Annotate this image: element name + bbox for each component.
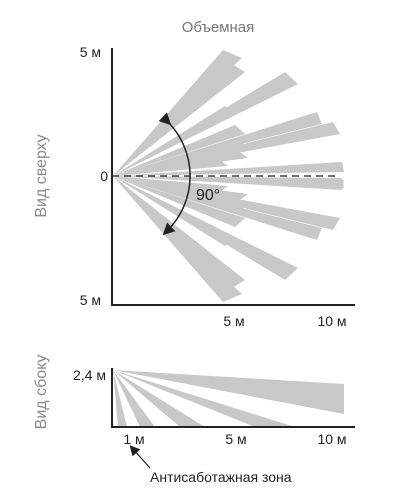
side-x-tick-5: 5 м	[225, 431, 246, 447]
side-beam-5	[113, 370, 127, 427]
beam-upper-9	[113, 140, 248, 176]
side-beam-3	[113, 370, 205, 427]
side-x-tick-10: 10 м	[317, 431, 346, 447]
side-beam-1	[113, 370, 344, 414]
side-beam-2	[113, 370, 295, 427]
top-x-tick-10: 10 м	[317, 313, 346, 329]
diagram-title: Объемная	[182, 19, 255, 36]
top-y-label-bottom: 5 м	[80, 292, 101, 308]
side-view-label: Вид сбоку	[33, 355, 50, 430]
beam-lower-8	[113, 176, 245, 227]
side-x-tick-1: 1 м	[123, 431, 144, 447]
anti-tamper-arrow	[129, 445, 151, 469]
angle-arc	[158, 112, 191, 236]
beam-upper-8	[113, 125, 245, 176]
top-x-tick-5: 5 м	[223, 313, 244, 329]
angle-label: 90°	[196, 187, 220, 204]
beam-lower-9	[113, 176, 248, 212]
beam-upper-10	[113, 152, 248, 176]
side-height-label: 2,4 м	[73, 367, 106, 383]
side-beam-4	[113, 370, 155, 427]
anti-tamper-label: Антисаботажная зона	[150, 469, 292, 485]
top-view-label: Вид сверху	[33, 134, 50, 217]
top-y-label-top: 5 м	[80, 44, 101, 60]
top-y-label-zero: 0	[100, 168, 108, 184]
side-view-beams	[113, 370, 344, 427]
beam-lower-10	[113, 176, 248, 200]
